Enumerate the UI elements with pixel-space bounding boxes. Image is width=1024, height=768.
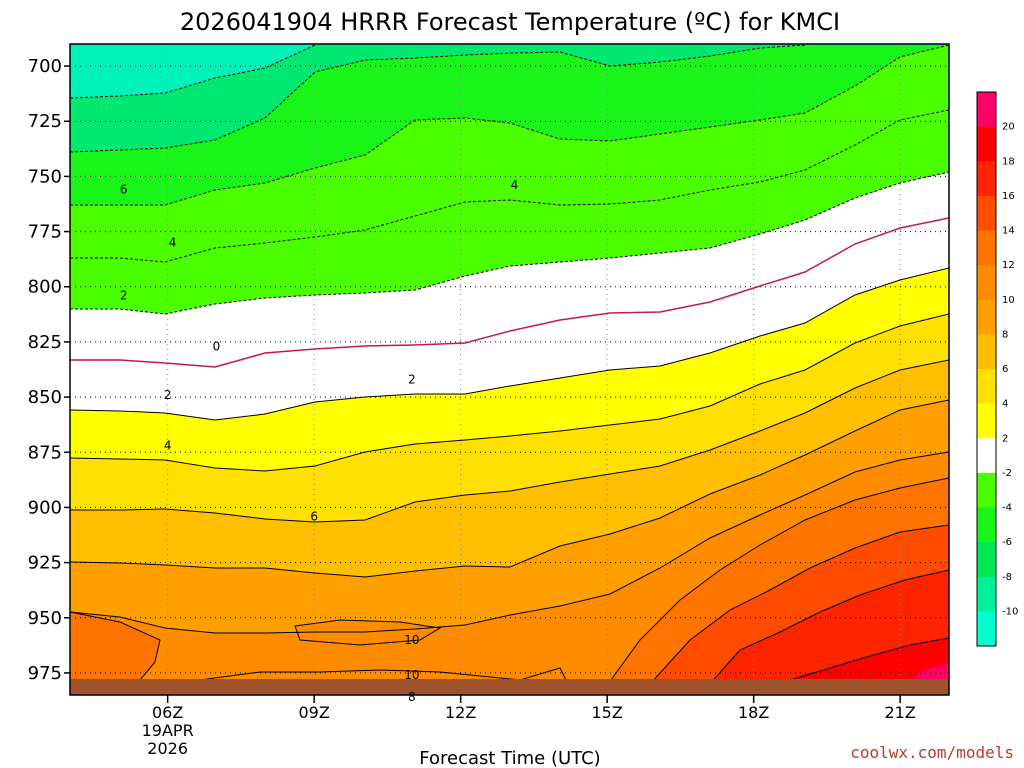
colorbar-swatch bbox=[977, 265, 996, 301]
isotherm-minus10 bbox=[70, 44, 316, 99]
y-tick-label: 750 bbox=[28, 166, 62, 187]
ground-surface bbox=[70, 679, 949, 695]
contour-label: 2 bbox=[120, 289, 128, 303]
x-tick-label: 12Z bbox=[445, 703, 476, 722]
colorbar-swatch bbox=[977, 299, 996, 335]
contour-label: 6 bbox=[120, 183, 128, 197]
colorbar-swatch bbox=[977, 334, 996, 370]
colorbar-swatch bbox=[977, 576, 996, 612]
y-tick-label: 725 bbox=[28, 111, 62, 132]
credit-text: coolwx.com/models bbox=[850, 743, 1014, 762]
isotherm-6 bbox=[70, 359, 949, 523]
y-tick-label: 875 bbox=[28, 442, 62, 463]
colorbar-label: 6 bbox=[1002, 364, 1008, 375]
y-tick-label: 850 bbox=[28, 387, 62, 408]
isotherm-16 bbox=[699, 569, 949, 695]
x-tick-label: 15Z bbox=[592, 703, 623, 722]
isotherm-minus2 bbox=[70, 171, 949, 315]
isotherm-zero bbox=[70, 217, 949, 368]
x-tick-label: 18Z bbox=[738, 703, 769, 722]
chart-title: 2026041904 HRRR Forecast Temperature (ºC… bbox=[180, 8, 840, 36]
colorbar-frame bbox=[976, 91, 997, 647]
colorbar-label: 10 bbox=[1002, 295, 1015, 306]
colorbar-swatch bbox=[977, 126, 996, 162]
x-tick-date: 19APR bbox=[142, 721, 194, 740]
colorbar-swatch bbox=[977, 472, 996, 508]
isotherm-10-pocket bbox=[294, 619, 442, 646]
colorbar-swatch bbox=[977, 403, 996, 439]
colorbar-label: 18 bbox=[1002, 156, 1015, 167]
y-tick-label: 700 bbox=[28, 56, 62, 77]
colorbar-swatch bbox=[977, 507, 996, 543]
colorbar-swatch bbox=[977, 611, 996, 647]
colorbar-swatch bbox=[977, 195, 996, 231]
y-tick-label: 825 bbox=[28, 332, 62, 353]
colorbar-label: 4 bbox=[1002, 399, 1008, 410]
colorbar-label: 20 bbox=[1002, 122, 1015, 133]
contour-label: 4 bbox=[169, 236, 177, 250]
y-axis: 700 725 750 775 800 825 850 875 900 925 950 975 bbox=[28, 56, 70, 684]
colorbar-swatch bbox=[977, 542, 996, 578]
contour-label: 2 bbox=[164, 388, 172, 402]
isotherm-8-pocket bbox=[199, 667, 571, 689]
isotherm-12 bbox=[599, 477, 949, 695]
isotherm-10 bbox=[70, 451, 949, 634]
colorbar-label: 2 bbox=[1002, 433, 1008, 444]
plot-frame bbox=[69, 43, 950, 696]
y-tick-label: 925 bbox=[28, 553, 62, 574]
isotherm-4 bbox=[70, 313, 949, 472]
colorbar-label: 16 bbox=[1002, 191, 1015, 202]
colorbar-label: -6 bbox=[1002, 537, 1012, 548]
contour-label: 4 bbox=[511, 178, 519, 192]
isotherm-minus4 bbox=[70, 109, 949, 263]
isotherm-8 bbox=[70, 399, 949, 578]
colorbar-label: 12 bbox=[1002, 260, 1015, 271]
contour-label: 8 bbox=[408, 690, 416, 704]
x-tick-label: 06Z bbox=[152, 703, 183, 722]
colorbar-swatch bbox=[977, 92, 996, 128]
colorbar-label: -4 bbox=[1002, 503, 1012, 514]
contour-label: 0 bbox=[213, 339, 221, 353]
colorbar-label: -10 bbox=[1002, 606, 1018, 617]
isotherm-2 bbox=[70, 267, 949, 421]
colorbar-swatch bbox=[977, 369, 996, 405]
colorbar-swatch bbox=[977, 161, 996, 197]
x-tick-label: 09Z bbox=[299, 703, 330, 722]
colorbar-label: 8 bbox=[1002, 329, 1008, 340]
y-tick-label: 900 bbox=[28, 497, 62, 518]
x-tick-year: 2026 bbox=[147, 739, 188, 758]
y-tick-label: 800 bbox=[28, 277, 62, 298]
colorbar-label: 14 bbox=[1002, 226, 1015, 237]
contour-label: 10 bbox=[404, 633, 419, 647]
isotherm-14 bbox=[639, 524, 949, 695]
y-tick-label: 975 bbox=[28, 663, 62, 684]
contour-label: 2 bbox=[408, 372, 416, 386]
colorbar-label: -2 bbox=[1002, 468, 1012, 479]
contour-label: 4 bbox=[164, 439, 172, 453]
isotherm-minus8 bbox=[70, 44, 806, 153]
y-tick-label: 950 bbox=[28, 608, 62, 629]
band-10-pocket-mid bbox=[295, 620, 440, 645]
contour-labels: 6 4 4 2 0 2 2 4 6 10 10 8 bbox=[120, 178, 518, 704]
y-tick-label: 775 bbox=[28, 222, 62, 243]
contour-label: 10 bbox=[404, 668, 419, 682]
x-axis-label: Forecast Time (UTC) bbox=[419, 748, 600, 768]
band-12-pocket-low-left bbox=[70, 612, 160, 695]
isotherm-minus6 bbox=[70, 44, 949, 206]
colorbar: 20 18 16 14 12 10 8 6 4 2 -2 -4 -6 -8 -10 bbox=[976, 91, 1018, 647]
colorbar-swatch bbox=[977, 230, 996, 266]
contour-label: 6 bbox=[310, 509, 318, 523]
colorbar-label: -8 bbox=[1002, 572, 1012, 583]
x-tick-label: 21Z bbox=[885, 703, 916, 722]
colorbar-swatch bbox=[977, 438, 996, 474]
